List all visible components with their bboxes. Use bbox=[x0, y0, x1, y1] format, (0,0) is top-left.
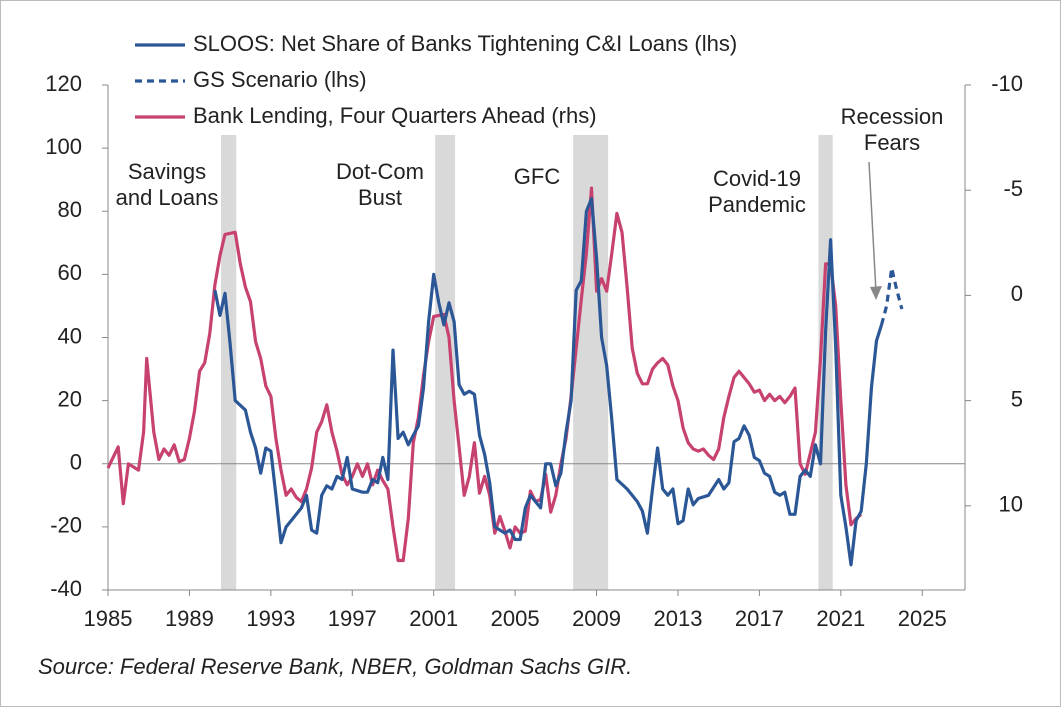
series-line bbox=[213, 197, 884, 567]
y2-tick-label: 0 bbox=[1011, 281, 1023, 306]
series-line bbox=[106, 186, 863, 563]
y-tick-label: 40 bbox=[58, 323, 82, 348]
legend-label: SLOOS: Net Share of Banks Tightening C&I… bbox=[193, 31, 737, 56]
recession-band bbox=[220, 135, 237, 590]
x-tick-label: 2005 bbox=[491, 606, 540, 631]
x-tick-label: 1989 bbox=[165, 606, 214, 631]
annotation: Pandemic bbox=[708, 192, 806, 217]
annotation: GFC bbox=[514, 164, 561, 189]
y2-tick-label: 10 bbox=[999, 492, 1023, 517]
y2-tick-label: 5 bbox=[1011, 386, 1023, 411]
y-tick-label: 80 bbox=[58, 197, 82, 222]
annotation: Bust bbox=[358, 185, 402, 210]
annotation: Dot-Com bbox=[336, 159, 424, 184]
y-tick-label: -20 bbox=[50, 513, 82, 538]
x-tick-label: 2013 bbox=[653, 606, 702, 631]
x-tick-label: 2025 bbox=[898, 606, 947, 631]
annotation: and Loans bbox=[116, 185, 219, 210]
x-tick-label: 2017 bbox=[735, 606, 784, 631]
y-tick-label: 0 bbox=[70, 450, 82, 475]
legend-label: Bank Lending, Four Quarters Ahead (rhs) bbox=[193, 103, 597, 128]
x-tick-label: 1997 bbox=[328, 606, 377, 631]
x-tick-label: 2021 bbox=[816, 606, 865, 631]
y-tick-label: -40 bbox=[50, 576, 82, 601]
annotation: Savings bbox=[128, 159, 206, 184]
y-tick-label: 20 bbox=[58, 386, 82, 411]
annotation: Fears bbox=[864, 130, 920, 155]
x-tick-label: 1993 bbox=[246, 606, 295, 631]
recession-band bbox=[435, 135, 456, 590]
x-tick-label: 2009 bbox=[572, 606, 621, 631]
legend-label: GS Scenario (lhs) bbox=[193, 67, 367, 92]
annotation: Covid-19 bbox=[713, 166, 801, 191]
y-tick-label: 100 bbox=[45, 134, 82, 159]
series-line bbox=[879, 266, 904, 326]
annotation-arrow bbox=[868, 161, 877, 293]
x-tick-label: 1985 bbox=[84, 606, 133, 631]
x-tick-label: 2001 bbox=[409, 606, 458, 631]
arrow-head bbox=[870, 286, 882, 300]
y2-tick-label: -5 bbox=[1003, 176, 1023, 201]
y-tick-label: 60 bbox=[58, 260, 82, 285]
annotation: Recession bbox=[841, 104, 944, 129]
y2-tick-label: -10 bbox=[991, 71, 1023, 96]
y-tick-label: 120 bbox=[45, 71, 82, 96]
source-note: Source: Federal Reserve Bank, NBER, Gold… bbox=[38, 654, 632, 679]
